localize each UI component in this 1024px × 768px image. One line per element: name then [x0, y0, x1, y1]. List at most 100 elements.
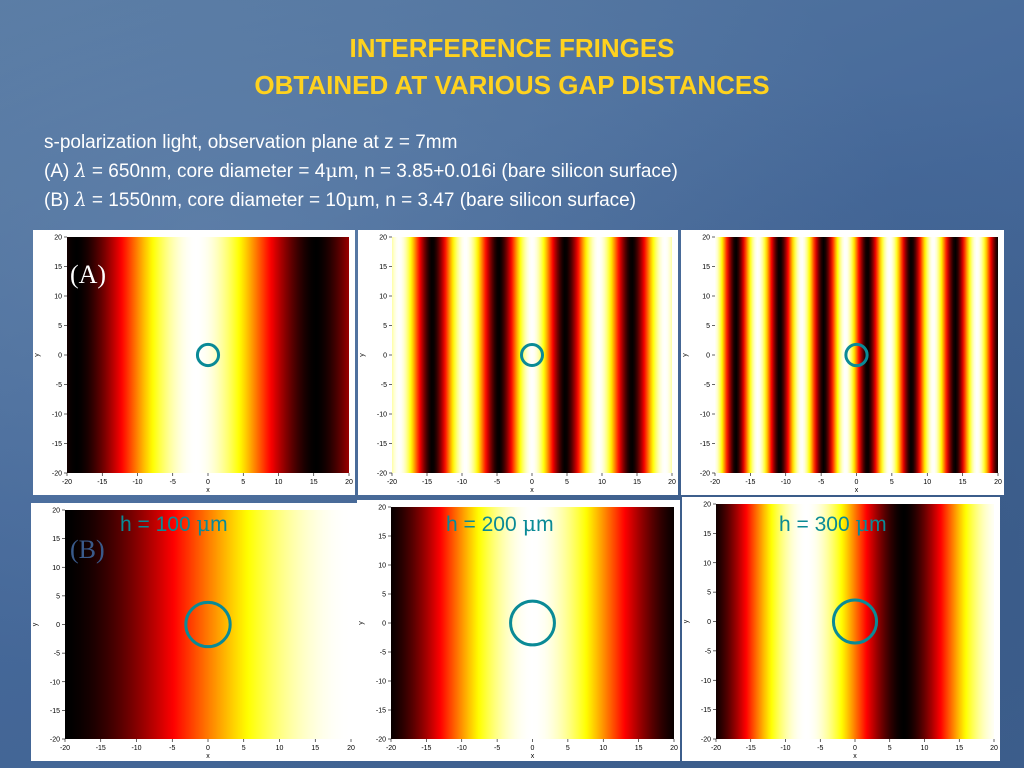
y-tick-label: -15: [700, 441, 710, 448]
y-tick-label: 5: [707, 590, 711, 597]
plot-panel-a-h300: -20 -15 -10 -5 0 5 10 15 20 20 15 10 5 0 -5 -10 -15 -20 x y: [681, 230, 1004, 495]
y-tick-label: 0: [56, 622, 60, 629]
x-tick-label: 0: [530, 479, 534, 486]
y-tick-label: -10: [50, 679, 60, 686]
x-tick-label: -5: [169, 745, 175, 752]
description-block: s-polarization light, observation plane …: [44, 128, 678, 215]
x-tick-label: 20: [668, 479, 676, 486]
description-line-1: s-polarization light, observation plane …: [44, 132, 458, 153]
y-tick-label: 10: [703, 560, 711, 567]
x-axis-label: x: [530, 487, 534, 494]
fiber-core-circle: [520, 343, 544, 367]
x-tick-label: 10: [923, 479, 931, 486]
x-tick-label: 10: [276, 745, 284, 752]
line-a-rest: m, n = 3.85+0.016i (bare silicon surface…: [337, 161, 678, 182]
y-tick-label: 15: [379, 264, 387, 271]
y-tick-label: -20: [52, 471, 62, 478]
x-tick-label: 20: [345, 479, 353, 486]
y-tick-label: 15: [378, 534, 386, 541]
x-tick-label: -10: [780, 745, 790, 752]
y-tick-label: 15: [52, 536, 60, 543]
fringe-plot: -20 -15 -10 -5 0 5 10 15 20 20 15 10 5 0 -5 -10 -15 -20 x y: [683, 502, 998, 761]
mu-symbol: μ: [346, 189, 359, 211]
intensity-map: [392, 237, 672, 473]
gap-unit: m: [536, 513, 554, 536]
y-tick-label: -20: [700, 471, 710, 478]
x-tick-label: -10: [457, 479, 467, 486]
fiber-core-circle: [195, 342, 221, 368]
gap-value: h = 300: [779, 513, 856, 536]
y-tick-label: 5: [56, 593, 60, 600]
lambda-symbol: λ: [74, 160, 87, 182]
x-axis-label: x: [853, 753, 857, 760]
x-tick-label: 0: [206, 745, 210, 752]
fringe-plot: -20 -15 -10 -5 0 5 10 15 20 20 15 10 5 0 -5 -10 -15 -20 x y: [32, 508, 355, 761]
x-tick-label: 5: [890, 479, 894, 486]
y-tick-label: 5: [382, 592, 386, 599]
y-tick-label: -10: [52, 412, 62, 419]
y-tick-label: 0: [707, 619, 711, 626]
y-tick-label: -15: [50, 708, 60, 715]
intensity-map: [67, 237, 349, 473]
fiber-core-circle: [184, 600, 232, 649]
x-tick-label: -15: [421, 745, 431, 752]
x-tick-label: -20: [60, 745, 70, 752]
gap-label-h300: h = 300 μm: [779, 512, 887, 537]
y-axis-label: y: [32, 622, 39, 626]
y-tick-label: 5: [383, 323, 387, 330]
x-tick-label: 15: [633, 479, 641, 486]
x-tick-label: 10: [921, 745, 929, 752]
y-tick-label: -5: [380, 650, 386, 657]
x-tick-label: -20: [710, 479, 720, 486]
intensity-map: [715, 237, 998, 473]
fringe-plot: -20 -15 -10 -5 0 5 10 15 20 20 15 10 5 0 -5 -10 -15 -20 x y: [359, 235, 676, 495]
x-tick-label: 20: [670, 745, 678, 752]
mu-symbol: μ: [325, 160, 338, 182]
x-tick-label: 0: [853, 745, 857, 752]
y-tick-label: 5: [58, 323, 62, 330]
y-tick-label: -10: [376, 679, 386, 686]
x-tick-label: -20: [711, 745, 721, 752]
y-tick-label: 20: [54, 235, 62, 242]
x-tick-label: -10: [131, 745, 141, 752]
y-tick-label: 10: [378, 563, 386, 570]
y-tick-label: -20: [376, 737, 386, 744]
x-tick-label: -15: [96, 745, 106, 752]
line-b-rest: m, n = 3.47 (bare silicon surface): [358, 190, 637, 211]
y-tick-label: -5: [56, 382, 62, 389]
y-tick-label: 20: [52, 508, 60, 515]
y-tick-label: -10: [700, 412, 710, 419]
x-tick-label: -5: [494, 479, 500, 486]
x-tick-label: 5: [565, 479, 569, 486]
x-tick-label: -10: [781, 479, 791, 486]
x-tick-label: 0: [206, 479, 210, 486]
x-tick-label: -20: [387, 479, 397, 486]
x-tick-label: 0: [855, 479, 859, 486]
slide-title: INTERFERENCE FRINGES OBTAINED AT VARIOUS…: [0, 30, 1024, 104]
y-tick-label: 0: [706, 353, 710, 360]
row-label-a: (A): [70, 260, 107, 289]
y-tick-label: 20: [702, 235, 710, 242]
y-tick-label: 20: [379, 235, 387, 242]
y-tick-label: 10: [379, 294, 387, 301]
y-tick-label: -5: [54, 651, 60, 658]
x-tick-label: 5: [241, 479, 245, 486]
x-tick-label: 5: [242, 745, 246, 752]
y-tick-label: 0: [58, 353, 62, 360]
y-axis-label: y: [682, 353, 689, 357]
y-tick-label: -15: [376, 708, 386, 715]
x-tick-label: 20: [990, 745, 998, 752]
y-tick-label: -5: [704, 382, 710, 389]
line-a-mid: = 650nm, core diameter = 4: [86, 161, 326, 182]
fringe-plot: -20 -15 -10 -5 0 5 10 15 20 20 15 10 5 0 -5 -10 -15 -20 x y: [34, 235, 353, 495]
plot-panel-b-h100: -20 -15 -10 -5 0 5 10 15 20 20 15 10 5 0 -5 -10 -15 -20 x y: [31, 503, 357, 761]
y-axis-label: y: [358, 621, 365, 625]
y-tick-label: 10: [52, 565, 60, 572]
x-tick-label: 5: [566, 745, 570, 752]
y-tick-label: -20: [701, 737, 711, 744]
x-tick-label: -5: [170, 479, 176, 486]
y-tick-label: 10: [54, 294, 62, 301]
y-tick-label: -15: [701, 707, 711, 714]
y-tick-label: 20: [378, 505, 386, 512]
x-axis-label: x: [206, 753, 210, 760]
